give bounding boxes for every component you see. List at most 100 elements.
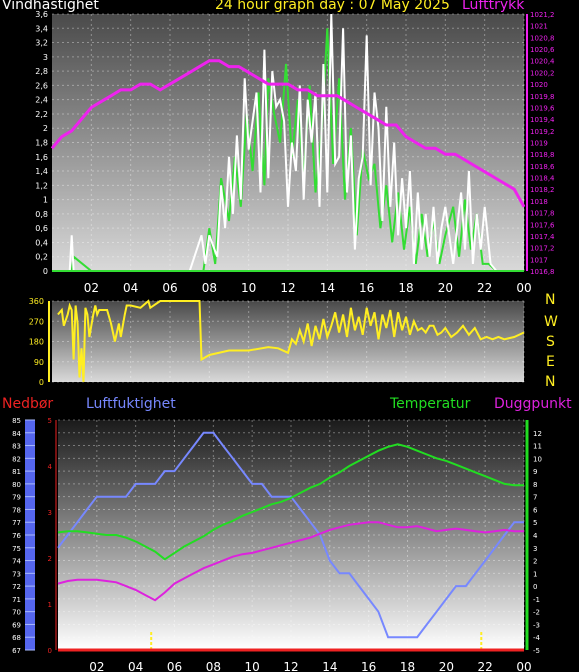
compass-w: W	[544, 314, 558, 330]
y2-tick-label: 1017,2	[530, 245, 555, 253]
x-tick-label: 06	[167, 660, 182, 672]
x-tick-label: 18	[398, 281, 413, 295]
x-tick-label: 14	[322, 660, 337, 672]
y-tick-label: 0,8	[35, 210, 48, 219]
x-tick-label: 20	[438, 281, 453, 295]
y-tick-label: 3,4	[35, 24, 48, 33]
humidity-tick-label: 81	[12, 468, 21, 476]
rain-tick-label: 5	[48, 417, 52, 425]
temperature-tick-label: 1	[533, 570, 537, 578]
x-tick-label: 16	[361, 660, 376, 672]
temperature-tick-label: 10	[533, 455, 542, 463]
series-humidity-line	[57, 431, 524, 639]
humidity-tick-label: 85	[12, 417, 21, 425]
plot-background	[52, 14, 524, 271]
humidity-tick-label: 72	[12, 583, 21, 591]
x-tick-label: 00	[516, 281, 531, 295]
x-tick-label: 10	[245, 660, 260, 672]
x-tick-label: 02	[84, 281, 99, 295]
humidity-tick-label: 70	[12, 609, 21, 617]
series-pressure-line	[50, 59, 526, 208]
y-tick-label: 3	[43, 53, 48, 62]
y-tick-label: 270	[29, 317, 44, 326]
humidity-temperature-chart: 6768697071727374757677787980818283848501…	[12, 417, 542, 672]
humidity-tick-label: 78	[12, 506, 21, 514]
y2-tick-label: 1020,6	[530, 46, 555, 54]
graph-date-title: 24 hour graph day : 07 May 2025	[215, 0, 450, 13]
y2-tick-label: 1019,8	[530, 93, 555, 101]
humidity-tick-label: 79	[12, 494, 21, 502]
compass-s: S	[546, 334, 555, 350]
y-tick-label: 1,4	[35, 167, 48, 176]
y-tick-label: 180	[29, 338, 44, 347]
series-direction-line	[57, 299, 525, 383]
y-tick-label: 2,4	[35, 96, 48, 105]
humidity-tick-label: 71	[12, 596, 21, 604]
temperature-tick-label: -4	[533, 634, 541, 642]
temperature-tick-label: 6	[533, 506, 538, 514]
y2-tick-label: 1019,6	[530, 104, 555, 112]
x-tick-label: 12	[280, 281, 295, 295]
humidity-tick-label: 83	[12, 443, 21, 451]
y-tick-label: 3,6	[35, 10, 48, 19]
humidity-tick-label: 68	[12, 634, 21, 642]
humidity-tick-label: 73	[12, 570, 21, 578]
temperature-tick-label: 2	[533, 558, 537, 566]
x-tick-label: 04	[123, 281, 138, 295]
humidity-tick-label: 74	[12, 558, 21, 566]
rain-tick-label: 2	[48, 555, 52, 563]
y-tick-label: 0	[43, 267, 48, 276]
plot-background	[52, 301, 524, 382]
y-tick-label: 1	[43, 196, 48, 205]
wind-direction-chart: 0 90 180 270 360	[29, 297, 525, 387]
rain-tick-label: 3	[48, 509, 52, 517]
dewpoint-label: Duggpunkt	[494, 396, 572, 412]
temperature-tick-label: -5	[533, 647, 540, 655]
y-tick-label: 1,2	[35, 181, 48, 190]
plot-background	[58, 420, 524, 650]
wind-speed-title: Vindhastighet	[2, 0, 99, 13]
humidity-label: Luftfuktighet	[86, 396, 176, 412]
y-tick-label: 3,2	[35, 39, 48, 48]
humidity-tick-label: 82	[12, 455, 21, 463]
y-tick-label: 2,8	[35, 67, 48, 76]
rain-label: Nedbør	[2, 396, 54, 412]
compass-n-bottom: N	[545, 374, 556, 390]
series-wind-line	[52, 13, 524, 272]
y2-tick-label: 1019,2	[530, 128, 555, 136]
temperature-tick-label: 4	[533, 532, 538, 540]
humidity-tick-label: 77	[12, 519, 21, 527]
y2-tick-label: 1020	[530, 81, 548, 89]
humidity-tick-label: 76	[12, 532, 21, 540]
y2-tick-label: 1018,2	[530, 186, 555, 194]
temperature-tick-label: -1	[533, 596, 540, 604]
temperature-tick-label: -3	[533, 621, 540, 629]
temperature-tick-label: 9	[533, 468, 537, 476]
series-dewpoint-line	[57, 521, 524, 602]
y2-tick-label: 1017,8	[530, 210, 555, 218]
wind-pressure-chart: 0 0,2 0,4 0,6 0,8 1 1,2 1,4 1,6 1,8 2 2,2 2,4 2,6 2,8 3…	[35, 10, 555, 295]
compass-n-top: N	[545, 292, 556, 308]
y-tick-label: 0,4	[35, 238, 48, 247]
y-tick-label: 360	[29, 297, 44, 306]
humidity-tick-label: 80	[12, 481, 21, 489]
humidity-tick-label: 67	[12, 647, 21, 655]
rain-tick-label: 1	[48, 601, 52, 609]
x-tick-label: 10	[241, 281, 256, 295]
temperature-tick-label: 11	[533, 443, 542, 451]
y2-tick-label: 1016,8	[530, 268, 555, 276]
temperature-tick-label: -2	[533, 609, 540, 617]
x-tick-label: 12	[283, 660, 298, 672]
y-tick-label: 1,6	[35, 153, 48, 162]
y2-tick-label: 1020,8	[530, 34, 555, 42]
y2-tick-label: 1021,2	[530, 11, 555, 19]
humidity-tick-label: 84	[12, 430, 21, 438]
humidity-tick-label: 75	[12, 545, 21, 553]
y2-tick-label: 1018	[530, 198, 548, 206]
y2-tick-label: 1018,6	[530, 163, 555, 171]
temperature-tick-label: 3	[533, 545, 537, 553]
y-tick-label: 0	[39, 378, 44, 387]
y-tick-label: 0,6	[35, 224, 48, 233]
x-tick-label: 06	[162, 281, 177, 295]
